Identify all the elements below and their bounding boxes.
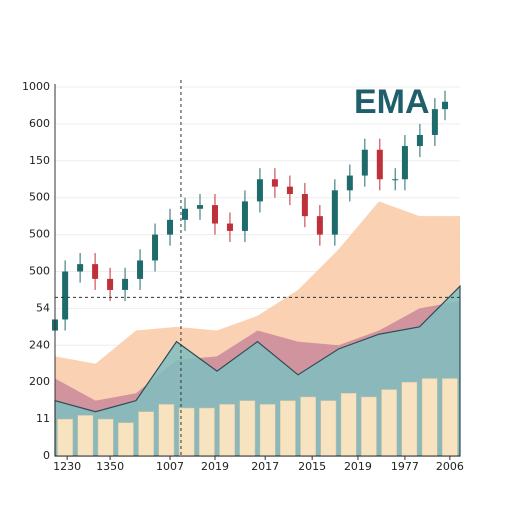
candle-body	[316, 216, 323, 235]
candle-body	[137, 260, 144, 279]
candle-body	[346, 175, 353, 191]
volume-bar	[138, 411, 154, 457]
candle-body	[286, 186, 293, 195]
volume-bar	[361, 396, 377, 457]
candle-body	[196, 205, 203, 209]
x-tick-label: 2015	[298, 460, 326, 473]
y-tick-label: 0	[43, 449, 50, 462]
volume-bar	[280, 400, 296, 457]
candle-body	[92, 264, 99, 279]
volume-bar	[77, 415, 94, 457]
volume-bar	[401, 381, 418, 457]
y-tick-label: 240	[29, 338, 50, 351]
candle-body	[271, 179, 278, 187]
volume-bar	[158, 404, 175, 457]
x-tick-label: 1230	[53, 460, 81, 473]
y-tick-label: 150	[29, 154, 50, 167]
x-tick-label: 1977	[391, 460, 419, 473]
candle-body	[167, 219, 174, 235]
y-tick-label: 500	[29, 265, 50, 278]
x-tick-label: 1350	[96, 460, 124, 473]
candle-body	[392, 179, 399, 181]
x-tick-label: 2019	[344, 460, 372, 473]
volume-bar	[421, 378, 438, 457]
chart-title: EMA	[354, 83, 430, 121]
candle-body	[431, 109, 438, 135]
candle-body	[301, 194, 308, 217]
y-tick-label: 600	[29, 117, 50, 130]
volume-bar	[57, 418, 73, 457]
candle-body	[331, 190, 338, 235]
candle-body	[182, 208, 189, 220]
volume-bar	[381, 389, 397, 457]
y-tick-label: 500	[29, 191, 50, 204]
volume-bar	[320, 400, 337, 457]
volume-bar	[97, 418, 114, 457]
candle-body	[361, 149, 368, 176]
volume-bar	[300, 396, 316, 457]
candle-body	[62, 271, 69, 320]
candle-body	[152, 234, 159, 261]
y-tick-label: 11	[36, 412, 50, 425]
volume-bar	[340, 393, 357, 457]
x-tick-label: 2006	[436, 460, 464, 473]
x-tick-label: 2017	[251, 460, 279, 473]
candle-body	[107, 278, 114, 290]
candle-body	[376, 149, 383, 180]
area	[54, 284, 461, 457]
volume-bar	[219, 404, 235, 457]
candle-body	[211, 205, 218, 224]
plot: 0 11 200 240 54 500 500 500 150 600 1000 1230 1350 10…	[22, 80, 464, 473]
volume-bar	[259, 404, 276, 457]
candle-body	[241, 201, 248, 231]
volume-bar	[239, 400, 256, 457]
y-tick-label: 54	[36, 301, 50, 314]
x-tick-label: 2019	[201, 460, 229, 473]
y-tick-label: 1000	[22, 80, 50, 93]
volume-bar	[199, 407, 215, 457]
candle-body	[77, 264, 84, 272]
y-tick-label: 500	[29, 228, 50, 241]
candle-body	[416, 134, 423, 147]
candle-body	[256, 179, 263, 202]
candle-body	[122, 278, 129, 290]
candle-body	[401, 146, 408, 180]
candle-body	[226, 223, 233, 231]
y-tick-label: 200	[29, 375, 50, 388]
volume-bar	[442, 378, 458, 457]
x-tick-label: 1007	[156, 460, 184, 473]
candle-body	[442, 101, 449, 110]
volume-bar	[118, 422, 134, 457]
